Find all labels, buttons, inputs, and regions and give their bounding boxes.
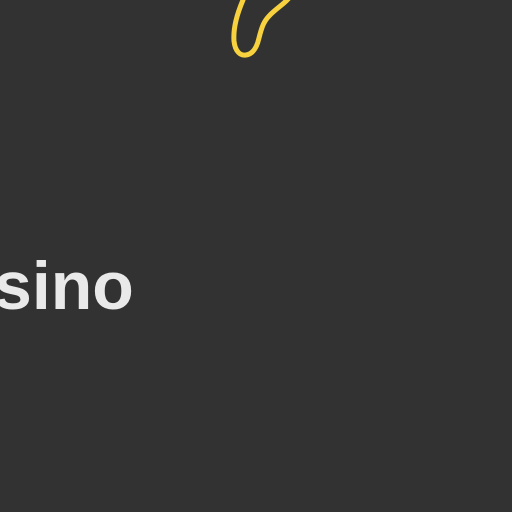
brand-wordmark: sino (0, 248, 134, 324)
logo-outline (231, 0, 291, 58)
